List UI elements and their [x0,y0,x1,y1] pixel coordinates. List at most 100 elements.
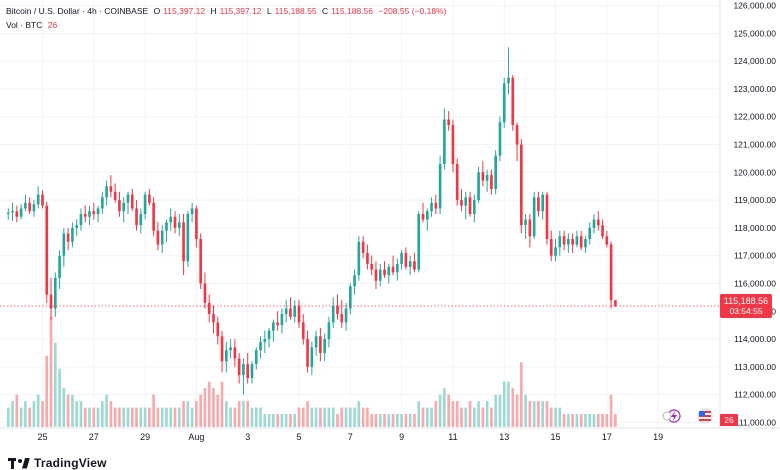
candle-body [413,261,416,270]
x-tick-label: 19 [653,432,663,442]
candle-body [592,219,596,228]
volume-bar [498,394,502,427]
y-tick-label: 120,000.00 [733,167,776,177]
volume-bar [152,394,155,427]
volume-bar [126,407,130,427]
volume-bar [490,407,493,427]
candle-body [528,219,532,237]
candle-body [571,239,574,245]
candle-body [336,305,339,315]
tradingview-logo[interactable]: TradingView [8,456,107,470]
price-axis[interactable]: 111,000.00 112,000.00 113,000.00 114,000.00… [733,1,776,428]
candle-body [83,214,87,217]
y-tick-label: 111,000.00 [735,417,777,427]
candle-body [32,204,36,212]
grid-lines [0,0,720,428]
candle-body [554,247,557,256]
legend-open-value: 115,397.12 [163,6,206,16]
candle-body [472,200,476,214]
volume-bar [413,414,416,427]
candle-body [494,155,498,189]
price-candles [6,47,617,395]
x-tick-label: 3 [245,432,250,442]
candle-body [272,322,275,331]
candle-body [165,222,168,231]
replay-icon[interactable] [662,411,672,421]
candle-body [160,230,164,245]
volume-bar [182,401,185,427]
time-axis[interactable]: 25 27 29 Aug 3 5 7 9 11 13 15 17 19 [37,432,663,442]
volume-bar [105,394,108,427]
y-tick-label: 121,000.00 [733,140,776,150]
volume-bar [455,401,459,427]
y-tick-label: 116,000.00 [734,278,776,288]
candle-body [207,302,211,315]
candle-body [584,239,587,248]
volume-bar [451,401,455,427]
candle-body [79,214,83,226]
candle-body [481,172,485,181]
candle-body [417,214,421,270]
candle-body [507,77,510,84]
volume-bar [250,407,254,427]
volume-bar [71,394,74,427]
volume-bar [212,388,215,427]
volume-bar [319,407,322,427]
volume-bars [6,317,617,427]
legend-symbol[interactable]: Bitcoin / U.S. Dollar · 4h · COINBASE [6,6,149,16]
volume-bar [562,414,566,427]
candle-body [143,194,147,214]
candle-body [41,194,44,206]
volume-bar [344,407,348,427]
x-tick-label: 9 [399,432,404,442]
candle-body [455,163,459,201]
volume-bar [267,414,271,427]
volume-bar [383,414,386,427]
y-tick-label: 112,000.00 [734,390,776,400]
volume-bar [190,407,194,427]
candle-body [562,236,566,245]
volume-bar [421,407,425,427]
candle-body [289,308,292,317]
candle-body [515,125,519,145]
candle-body [451,125,455,164]
y-tick-label: 118,000.00 [734,223,776,233]
volume-bar [88,407,91,427]
volume-bar [524,394,527,427]
candle-body [579,236,583,248]
price-tag-value: 115,188.56 [724,296,768,306]
flag-icon[interactable] [697,408,713,424]
volume-bar [614,414,617,427]
candle-body [400,252,403,265]
y-tick-label: 122,000.00 [733,112,776,122]
candle-body [293,305,297,317]
candle-body [477,172,480,201]
candle-body [229,347,232,351]
candle-body [224,350,228,362]
candle-body [11,211,14,213]
x-tick-label: 25 [37,432,47,442]
candle-body [447,119,450,126]
candle-body [331,305,335,323]
volume-bar [353,407,356,427]
volume-bar [45,355,49,427]
candle-body [109,186,113,192]
volume-bar [374,414,378,427]
volume-bar [109,401,113,427]
candle-body [310,347,314,367]
candle-body [306,339,309,367]
volume-bar [310,407,314,427]
volume-legend-label[interactable]: Vol · BTC [6,20,43,30]
candle-body [404,252,408,267]
volume-bar [609,394,613,427]
volume-bar [6,407,10,427]
candle-body [443,119,446,164]
volume-bar [515,394,519,427]
volume-bar [417,401,421,427]
volume-bar [19,407,23,427]
candle-body [297,305,301,323]
candle-body [242,364,245,376]
volume-bar [254,407,258,427]
volume-bar [537,401,540,427]
